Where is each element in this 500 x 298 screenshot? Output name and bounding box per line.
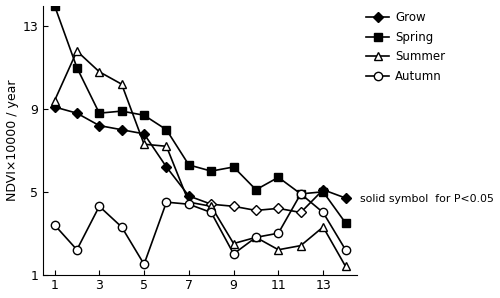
- Legend: Grow, Spring, Summer, Autumn: Grow, Spring, Summer, Autumn: [366, 11, 446, 83]
- Text: solid symbol  for P<0.05: solid symbol for P<0.05: [360, 194, 494, 204]
- Y-axis label: NDVI×10000 / year: NDVI×10000 / year: [6, 79, 18, 201]
